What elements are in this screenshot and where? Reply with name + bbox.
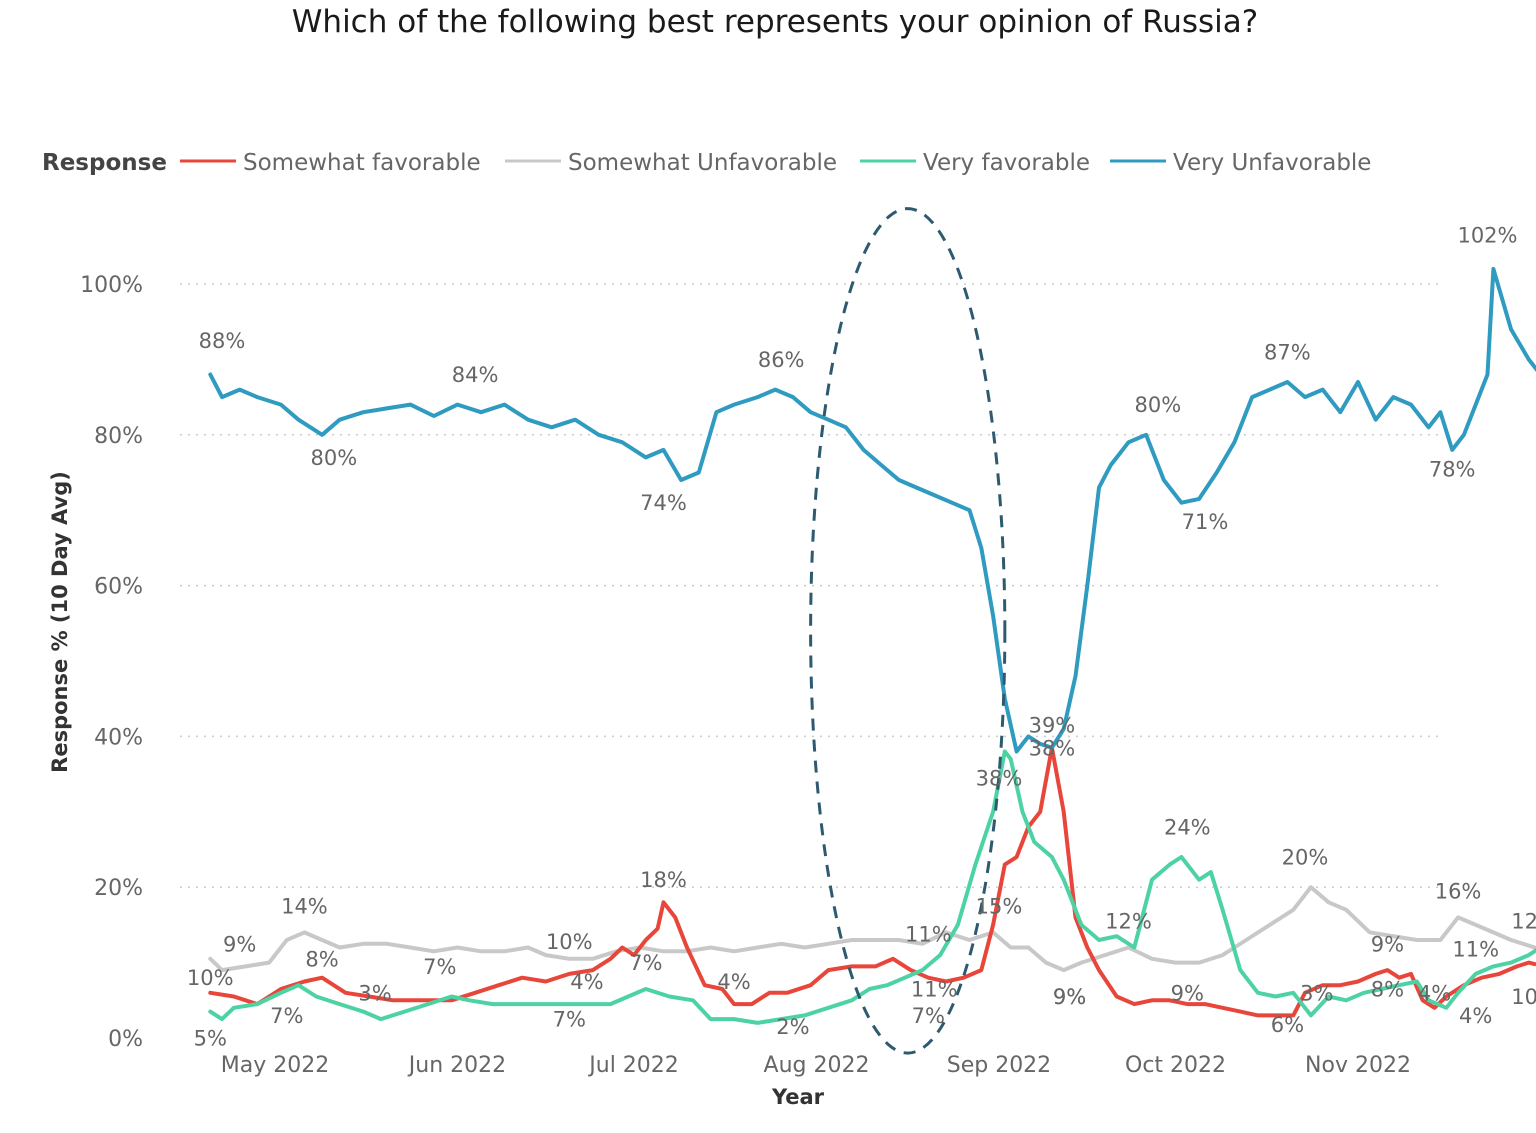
legend: Response Somewhat favorable Somewhat Unfav… [42, 150, 1371, 176]
data-label: 5% [194, 1027, 227, 1051]
series-line-somewhat-unfavorable [208, 885, 1536, 973]
data-label: 15% [976, 895, 1023, 919]
y-tick-label: 80% [94, 424, 143, 449]
x-tick-label: Nov 2022 [1305, 1053, 1411, 1078]
data-label: 12% [1511, 910, 1536, 934]
data-label: 10% [187, 966, 234, 990]
data-label: 6% [1271, 1013, 1304, 1037]
data-label: 7% [270, 1004, 303, 1028]
data-label: 9% [1053, 985, 1086, 1009]
data-label: 9% [223, 932, 256, 956]
legend-item: Very favorable [923, 150, 1090, 176]
data-label: 18% [640, 868, 687, 892]
data-label: 4% [1459, 1004, 1492, 1028]
y-tick-label: 40% [94, 725, 143, 750]
y-tick-label: 20% [94, 876, 143, 901]
data-label: 38% [976, 766, 1023, 790]
x-tick-label: Aug 2022 [764, 1053, 870, 1078]
y-tick-label: 0% [108, 1027, 143, 1052]
series-line-very-unfavorable [208, 266, 1536, 754]
annotation [809, 207, 1007, 1055]
data-label: 78% [1429, 457, 1476, 481]
legend-title: Response [42, 150, 167, 176]
data-label: 24% [1164, 815, 1211, 839]
data-label: 9% [1171, 981, 1204, 1005]
legend-item: Somewhat favorable [243, 150, 481, 176]
data-label: 20% [1282, 846, 1329, 870]
data-label: 9% [1371, 932, 1404, 956]
series-line-somewhat-favorable [208, 745, 1536, 1018]
x-tick-label: Jul 2022 [587, 1053, 679, 1078]
data-label: 11% [911, 978, 958, 1002]
data-label: 2% [776, 1015, 809, 1039]
series-line-very-favorable [208, 749, 1536, 1025]
x-tick-label: Sep 2022 [947, 1053, 1051, 1078]
data-label: 11% [905, 922, 952, 946]
y-tick-label: 60% [94, 575, 143, 600]
legend-item: Somewhat Unfavorable [568, 150, 837, 176]
data-label: 88% [199, 329, 246, 353]
data-label: 38% [1029, 736, 1076, 760]
data-label: 11% [1452, 938, 1499, 962]
y-tick-label: 100% [80, 273, 143, 298]
data-label: 80% [1135, 393, 1182, 417]
x-tick-label: Oct 2022 [1125, 1053, 1226, 1078]
data-label: 87% [1264, 340, 1311, 364]
data-label: 16% [1435, 880, 1482, 904]
x-tick-label: Jun 2022 [407, 1053, 506, 1078]
data-label: 74% [640, 491, 687, 515]
data-label: 7% [423, 955, 456, 979]
data-label: 7% [912, 1004, 945, 1028]
data-label: 12% [1105, 910, 1152, 934]
data-label: 14% [281, 895, 328, 919]
x-axis-title: Year [771, 1085, 825, 1109]
data-label: 10% [1511, 985, 1536, 1009]
data-label: 8% [305, 947, 338, 971]
y-axis-title: Response % (10 Day Avg) [48, 471, 72, 773]
data-label: 39% [1029, 714, 1076, 738]
annotation-ellipse [809, 207, 1007, 1055]
data-label: 10% [546, 930, 593, 954]
axes: 0% 20% 40% 60% 80% 100% May 2022 Jun 2022 Jul 20… [48, 273, 1411, 1109]
data-labels: 88%80%84%74%86%80%71%87%78%102%74%38%39%… [187, 224, 1536, 1051]
data-label: 80% [311, 446, 358, 470]
data-label: 7% [553, 1008, 586, 1032]
data-label: 84% [452, 363, 499, 387]
data-label: 3% [1300, 981, 1333, 1005]
data-label: 4% [570, 970, 603, 994]
data-label: 4% [1418, 981, 1451, 1005]
gridlines [180, 283, 1438, 888]
chart-title: Which of the following best represents y… [291, 4, 1259, 40]
x-tick-label: May 2022 [221, 1053, 329, 1078]
legend-item: Very Unfavorable [1173, 150, 1371, 176]
data-label: 3% [358, 981, 391, 1005]
data-label: 102% [1457, 224, 1517, 248]
series-lines [208, 266, 1536, 1025]
data-label: 71% [1182, 510, 1229, 534]
data-label: 4% [717, 970, 750, 994]
data-label: 7% [629, 951, 662, 975]
data-label: 9% [1053, 985, 1086, 1009]
data-label: 86% [758, 348, 805, 372]
data-label: 8% [1371, 978, 1404, 1002]
